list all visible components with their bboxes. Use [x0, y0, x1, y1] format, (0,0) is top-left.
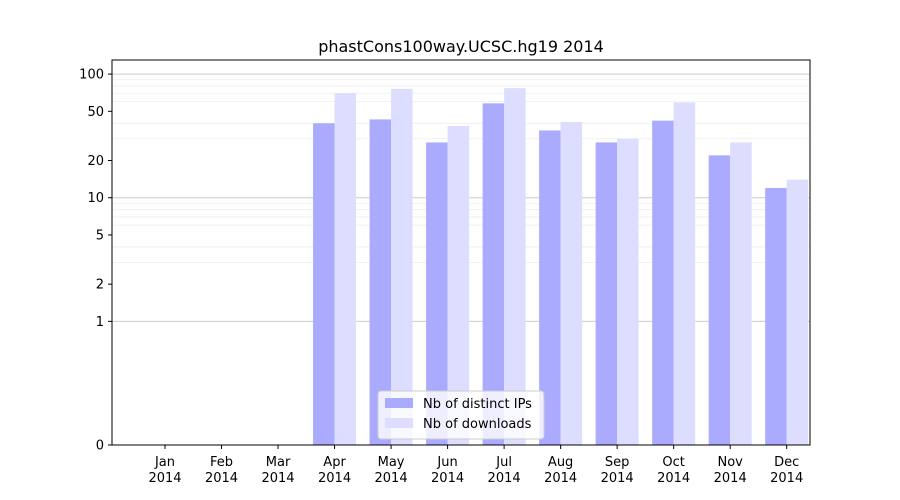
bar-distinct-ips	[313, 123, 335, 445]
plot-frame	[111, 59, 811, 446]
x-tick-year: 2014	[488, 471, 521, 486]
y-tick-label: 20	[87, 154, 104, 169]
y-tick-label: 1	[96, 315, 104, 330]
x-tick-label: Apr 2014	[318, 455, 351, 486]
x-tick-year: 2014	[544, 471, 577, 486]
x-tick-year: 2014	[148, 471, 181, 486]
bar-distinct-ips	[539, 130, 561, 445]
y-tick-label: 2	[96, 278, 104, 293]
bar-downloads	[560, 121, 583, 445]
legend-swatch	[385, 418, 413, 428]
y-tick-label: 5	[96, 228, 104, 243]
bar-downloads	[617, 138, 639, 446]
x-tick-month: Jan	[154, 455, 175, 470]
bar-distinct-ips	[426, 142, 448, 445]
x-tick-label: Jan 2014	[148, 455, 181, 486]
bar-distinct-ips	[595, 142, 618, 445]
x-tick-label: Jun 2014	[431, 455, 464, 486]
x-tick-month: Aug	[548, 455, 573, 470]
x-tick-year: 2014	[205, 471, 238, 486]
x-tick-month: Nov	[717, 455, 743, 470]
x-tick-month: Apr	[323, 455, 346, 470]
x-tick-label: Dec 2014	[770, 455, 803, 486]
x-tick-month: Mar	[266, 455, 291, 470]
x-tick-label: Jul 2014	[488, 455, 521, 486]
legend-label: Nb of distinct IPs	[423, 397, 532, 412]
x-tick-month: Sep	[605, 455, 630, 470]
y-tick-label: 50	[87, 105, 104, 120]
x-tick-month: Jun	[436, 455, 457, 470]
bar-distinct-ips	[765, 187, 787, 445]
y-axis: 0 1 2 5 10 20 50 100	[79, 68, 112, 454]
chart-title: phastCons100way.UCSC.hg19 2014	[318, 37, 604, 56]
x-tick-label: Feb 2014	[205, 455, 238, 486]
x-tick-year: 2014	[714, 471, 747, 486]
x-tick-month: Feb	[210, 455, 233, 470]
x-tick-label: Aug 2014	[544, 455, 577, 486]
bar-downloads	[447, 126, 470, 445]
x-tick-year: 2014	[601, 471, 634, 486]
x-tick-year: 2014	[657, 471, 690, 486]
x-tick-month: May	[378, 455, 405, 470]
bar-distinct-ips	[482, 103, 505, 445]
x-tick-label: Mar 2014	[261, 455, 294, 486]
x-tick-label: Oct 2014	[657, 455, 690, 486]
x-tick-year: 2014	[431, 471, 464, 486]
bars-layer	[313, 88, 809, 446]
x-tick-year: 2014	[375, 471, 408, 486]
bar-distinct-ips	[369, 119, 392, 445]
bar-downloads	[504, 88, 526, 446]
bar-distinct-ips	[708, 155, 731, 445]
x-tick-month: Oct	[662, 455, 684, 470]
x-tick-label: Sep 2014	[601, 455, 634, 486]
bar-downloads	[673, 102, 696, 445]
x-tick-year: 2014	[770, 471, 803, 486]
y-tick-label: 0	[96, 439, 104, 454]
legend-label: Nb of downloads	[423, 417, 532, 432]
legend-box	[377, 390, 545, 440]
x-tick-year: 2014	[318, 471, 351, 486]
bar-distinct-ips	[652, 120, 674, 446]
x-tick-label: Nov 2014	[714, 455, 747, 486]
x-tick-year: 2014	[261, 471, 294, 486]
x-tick-label: May 2014	[375, 455, 408, 486]
x-tick-month: Jul	[495, 455, 512, 470]
legend-swatch	[385, 398, 413, 408]
x-tick-month: Dec	[774, 455, 799, 470]
y-tick-label: 10	[87, 191, 104, 206]
bar-downloads	[786, 179, 809, 446]
legend: Nb of distinct IPs Nb of downloads	[377, 390, 545, 440]
bar-downloads	[730, 142, 752, 445]
bar-downloads	[334, 93, 357, 445]
y-tick-label: 100	[79, 68, 104, 83]
bar-downloads	[391, 88, 413, 445]
